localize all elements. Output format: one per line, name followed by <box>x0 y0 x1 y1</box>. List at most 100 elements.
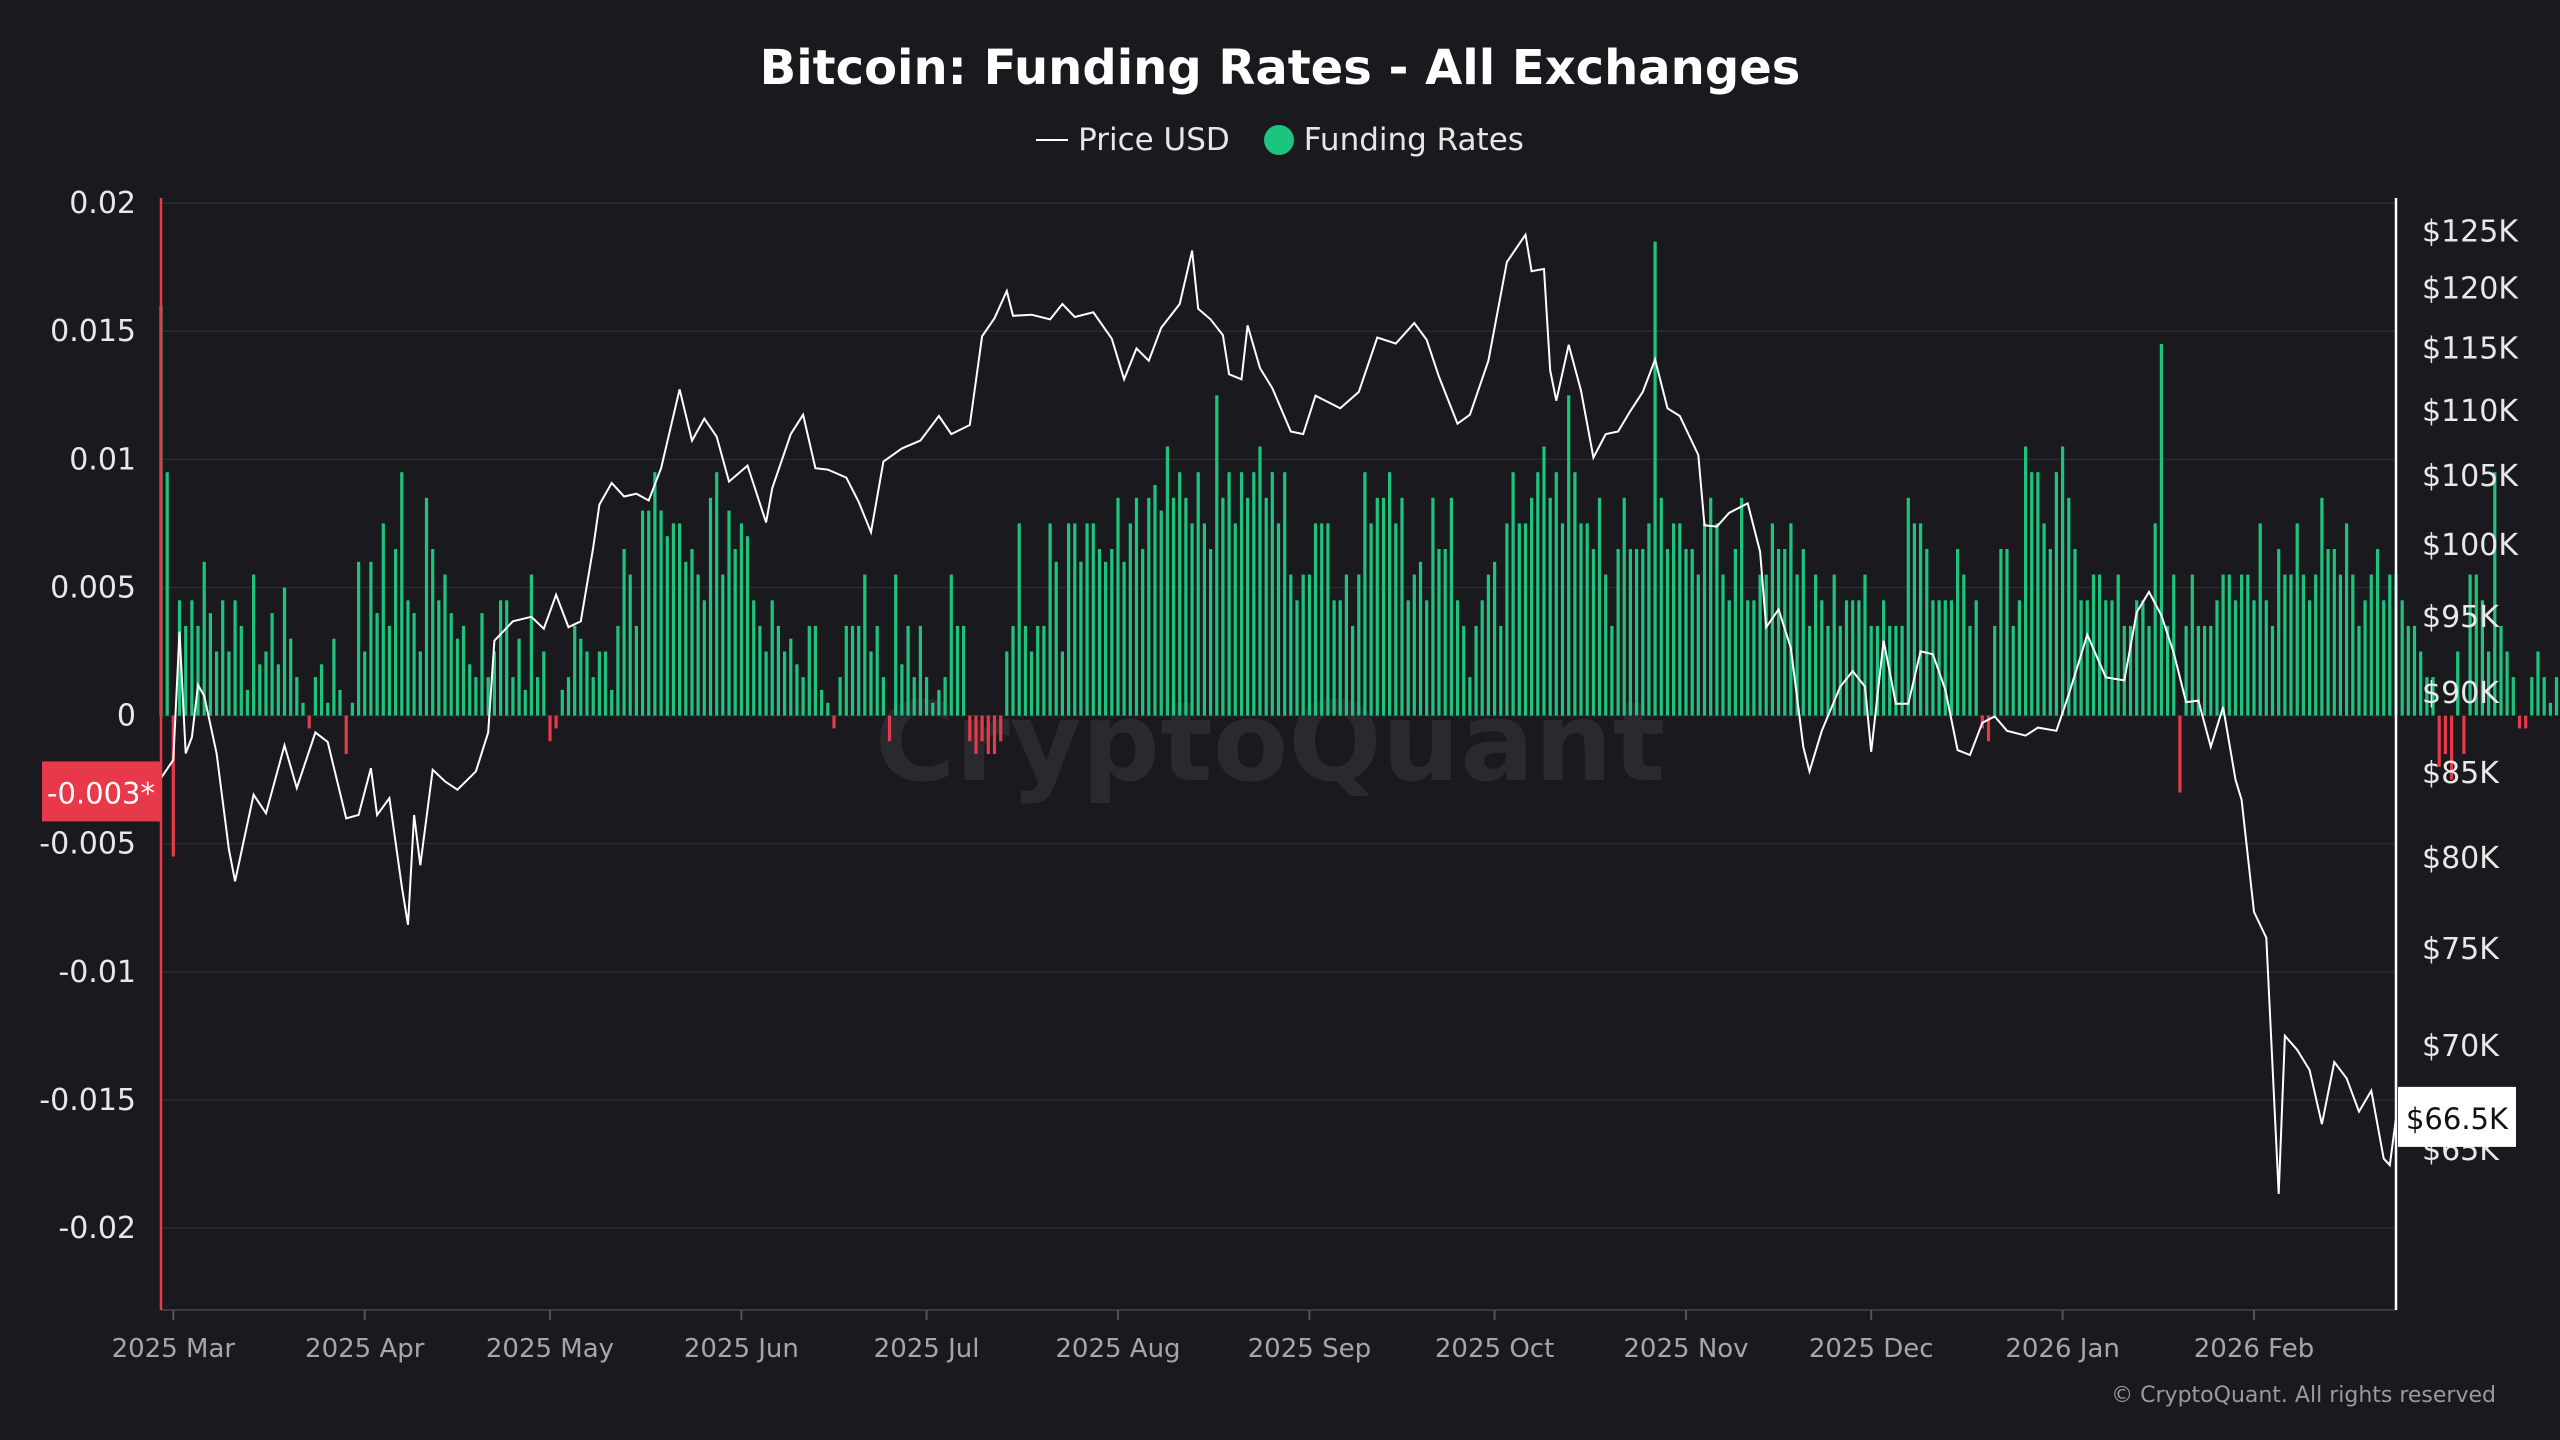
funding-rate-bar <box>1949 600 1954 716</box>
funding-rate-bar <box>1455 600 1460 716</box>
chart-legend: Price USD Funding Rates <box>0 122 2560 158</box>
funding-rate-bar <box>1221 497 1225 716</box>
y-left-tick-label: 0 <box>117 699 136 734</box>
funding-rate-bar <box>2116 574 2120 716</box>
funding-rate-bar <box>1067 523 1071 716</box>
funding-rate-bar <box>1900 625 1904 716</box>
funding-rate-bar <box>1789 523 1793 716</box>
y-right-tick-label: $80K <box>2422 841 2500 876</box>
funding-rate-bar <box>937 689 941 716</box>
funding-rate-bar <box>1591 549 1595 716</box>
funding-rate-bar <box>1338 600 1342 716</box>
funding-rate-bars <box>159 241 2559 857</box>
funding-rate-bar <box>1826 625 1830 716</box>
copyright-notice: © CryptoQuant. All rights reserved <box>2111 1383 2496 1408</box>
funding-rate-bar <box>1869 625 1873 716</box>
funding-rate-bar <box>1017 523 1021 716</box>
funding-rate-bar <box>1388 472 1392 716</box>
funding-rate-bar <box>412 613 416 716</box>
funding-rate-bar <box>313 677 317 716</box>
y-left-tick-label: 0.015 <box>50 314 136 349</box>
legend-label-funding-rates: Funding Rates <box>1303 122 1524 158</box>
funding-rate-bar <box>264 651 268 716</box>
funding-rate-bar <box>1196 472 1200 716</box>
funding-rate-bar <box>1104 561 1108 716</box>
funding-rate-bar <box>776 625 780 716</box>
funding-rate-bar <box>665 536 669 716</box>
funding-rate-bar <box>2468 574 2472 716</box>
funding-rate-bar <box>548 715 552 742</box>
funding-rate-bar <box>301 702 305 716</box>
funding-rate-bar <box>783 651 787 716</box>
funding-rate-bar <box>566 677 571 716</box>
funding-rate-bar <box>492 651 496 716</box>
funding-rate-bar <box>2048 549 2052 716</box>
funding-rate-bar <box>1857 600 1861 716</box>
funding-rate-bar <box>690 549 694 716</box>
funding-rate-bar <box>2054 472 2058 716</box>
funding-rate-bar <box>2480 600 2484 716</box>
funding-rate-bar <box>659 510 663 716</box>
funding-rate-bar <box>295 677 299 716</box>
funding-rate-bar <box>1233 523 1237 716</box>
funding-rate-bar <box>1443 549 1447 716</box>
funding-rate-bar <box>381 523 385 716</box>
funding-rate-bar <box>2548 702 2552 716</box>
y-right-tick-label: $100K <box>2422 528 2519 563</box>
funding-rate-bar <box>239 625 243 716</box>
funding-rate-bar <box>2400 600 2404 716</box>
x-tick-label: 2026 Jan <box>2005 1334 2120 1364</box>
funding-rate-bar <box>912 677 916 716</box>
funding-rate-bar <box>992 715 997 754</box>
funding-rate-bar <box>1665 549 1670 716</box>
funding-rate-bar <box>752 600 756 716</box>
gridlines <box>161 202 2396 1229</box>
funding-rate-bar <box>523 689 527 716</box>
funding-rate-bar <box>1882 600 1886 716</box>
funding-rate-bar <box>431 549 435 716</box>
y-left-tick-label: -0.01 <box>58 955 136 990</box>
funding-rate-bar <box>1530 497 1534 716</box>
funding-rate-bar <box>1721 574 1725 716</box>
funding-rate-bar <box>529 574 533 716</box>
funding-rate-bar <box>2351 574 2355 716</box>
funding-rate-bar <box>1474 625 1478 716</box>
funding-rate-bar <box>653 472 657 716</box>
funding-rate-bar <box>1332 600 1336 716</box>
funding-rate-bar <box>1733 549 1737 716</box>
funding-rate-bar <box>289 638 293 716</box>
legend-item-price-usd[interactable]: Price USD <box>1036 122 1230 158</box>
funding-rate-bar <box>2085 600 2089 716</box>
y-right-tick-label: $75K <box>2422 932 2500 967</box>
funding-rate-bar <box>437 600 441 716</box>
funding-rate-bar <box>406 600 410 716</box>
funding-rate-bar <box>949 574 953 716</box>
current-funding-label: -0.003* <box>47 776 155 810</box>
funding-rate-bar <box>894 574 898 716</box>
y-right-tick-label: $110K <box>2422 394 2519 429</box>
funding-rate-bar <box>1925 549 1929 716</box>
funding-rate-bar <box>1048 523 1052 716</box>
funding-rate-bar <box>1116 497 1120 716</box>
funding-rate-bar <box>881 677 885 716</box>
funding-rate-bar <box>332 638 336 716</box>
funding-rate-bar <box>2172 574 2176 716</box>
funding-rate-bar <box>1567 395 1571 716</box>
funding-rate-bar <box>708 497 713 716</box>
y-left-tick-label: 0.02 <box>69 186 136 221</box>
x-axis-labels: 2025 Mar 2025 Apr 2025 May 2025 Jun 2025 Jul… <box>112 1310 2314 1364</box>
legend-item-funding-rates[interactable]: Funding Rates <box>1263 122 1524 158</box>
funding-rate-bar <box>1832 574 1836 716</box>
funding-rate-bar <box>696 574 700 716</box>
funding-rate-bar <box>171 715 175 857</box>
funding-rate-bar <box>974 715 978 754</box>
funding-rate-bar <box>900 664 904 716</box>
funding-rate-bar <box>844 625 848 716</box>
funding-rate-bar <box>1993 625 1997 716</box>
funding-rate-bar <box>2017 600 2021 716</box>
funding-rate-bar <box>2209 625 2213 716</box>
funding-rate-bar <box>2190 574 2194 716</box>
funding-rate-bar <box>671 523 675 716</box>
